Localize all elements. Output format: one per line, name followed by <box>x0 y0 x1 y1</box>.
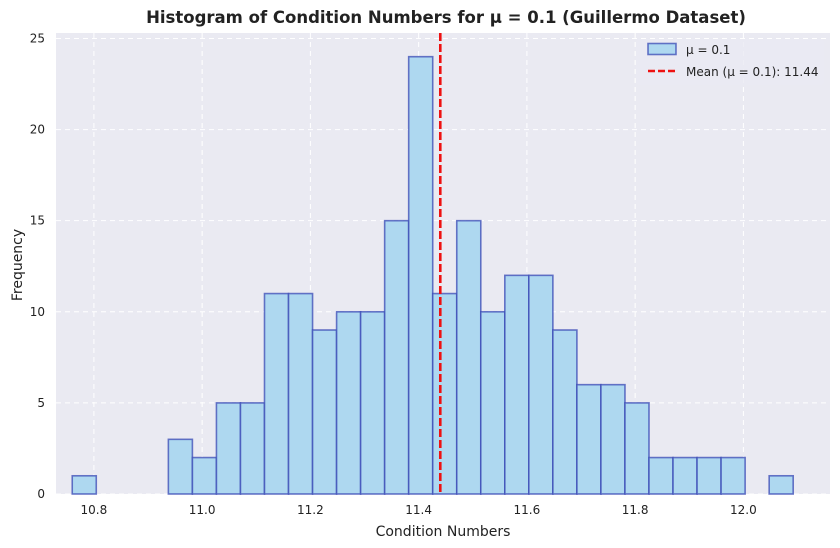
y-tick-label: 25 <box>30 31 45 45</box>
legend-label-histogram: μ = 0.1 <box>686 43 730 57</box>
histogram-bar <box>576 383 602 495</box>
histogram-bar <box>479 310 506 495</box>
histogram-bar <box>431 292 458 495</box>
histogram-bar <box>407 55 434 495</box>
histogram-bar <box>455 219 482 495</box>
histogram-bar <box>383 219 410 495</box>
histogram-bar <box>287 292 314 495</box>
histogram-bar <box>215 402 242 495</box>
x-tick-label: 11.8 <box>622 503 649 517</box>
histogram-bar <box>359 310 386 495</box>
legend-box <box>636 39 824 85</box>
histogram-bar <box>167 438 194 495</box>
histogram-bar <box>71 474 98 495</box>
x-tick-label: 11.4 <box>405 503 432 517</box>
x-tick-label: 11.2 <box>297 503 324 517</box>
histogram-bar <box>504 274 530 495</box>
y-axis-label: Frequency <box>10 229 26 301</box>
x-tick-label: 12.0 <box>730 503 757 517</box>
y-tick-label: 10 <box>30 305 45 319</box>
histogram-bar <box>600 383 626 495</box>
x-tick-label: 10.8 <box>81 503 108 517</box>
histogram-bar <box>648 456 674 495</box>
histogram-bar <box>311 329 338 495</box>
x-axis-label: Condition Numbers <box>376 524 511 540</box>
histogram-bar <box>191 456 218 495</box>
x-axis-ticks: 10.8 11.0 11.2 11.4 11.6 11.8 12.0 <box>81 503 757 517</box>
y-tick-label: 5 <box>37 396 45 410</box>
histogram-bar <box>720 456 746 495</box>
histogram-bar <box>696 456 722 495</box>
y-tick-label: 0 <box>37 487 45 501</box>
y-tick-label: 20 <box>30 123 45 137</box>
histogram-bar <box>263 292 290 495</box>
legend-swatch-histogram <box>647 42 677 56</box>
histogram-bar <box>335 310 362 495</box>
histogram-bar <box>552 329 578 495</box>
histogram-bar <box>624 402 650 495</box>
x-tick-label: 11.6 <box>514 503 541 517</box>
histogram-bar <box>528 274 554 495</box>
histogram-bars <box>71 55 794 495</box>
chart-title: Histogram of Condition Numbers for μ = 0… <box>146 8 746 27</box>
histogram-bar <box>672 456 698 495</box>
legend: μ = 0.1 Mean (μ = 0.1): 11.44 <box>636 39 824 85</box>
histogram-bar <box>239 402 266 495</box>
x-tick-label: 11.0 <box>189 503 216 517</box>
y-tick-label: 15 <box>30 214 45 228</box>
y-axis-ticks: 0 5 10 15 20 25 <box>30 31 45 501</box>
histogram-bar <box>768 474 794 495</box>
legend-label-mean: Mean (μ = 0.1): 11.44 <box>686 65 819 79</box>
